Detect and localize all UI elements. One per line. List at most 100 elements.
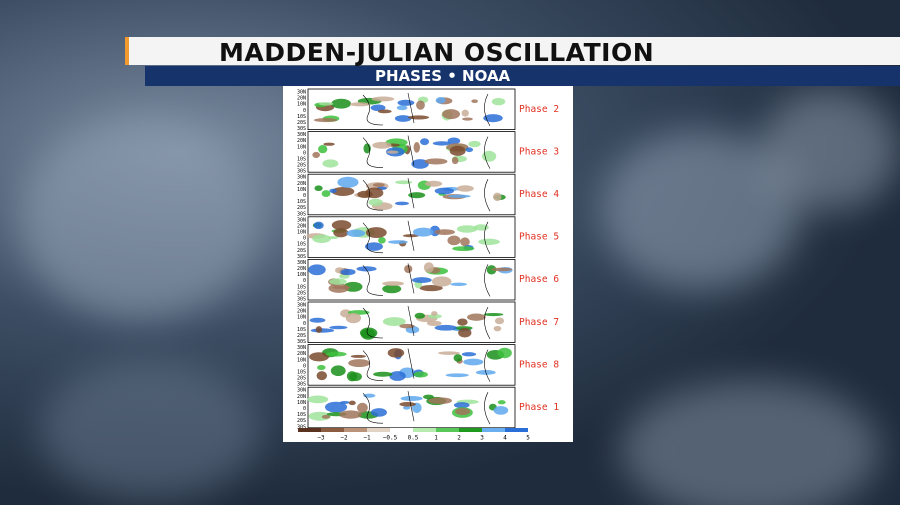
phase-label: Phase 1 [519, 402, 559, 413]
latitude-label: 20N [297, 351, 306, 357]
latitude-label: 30N [297, 388, 306, 394]
anomaly-blob [449, 145, 466, 156]
anomaly-blob [493, 325, 502, 332]
latitude-label: 0 [303, 236, 306, 242]
anomaly-blob [321, 414, 331, 419]
anomaly-blob [346, 229, 366, 238]
anomaly-blob [420, 138, 430, 146]
anomaly-blob [419, 284, 443, 292]
anomaly-blob [395, 180, 413, 185]
subtitle: PHASES • NOAA [375, 67, 511, 85]
phase-label: Phase 4 [519, 189, 559, 200]
anomaly-blob [318, 145, 328, 154]
anomaly-blob [456, 225, 478, 233]
latitude-label: 20S [297, 120, 306, 126]
title-bar: MADDEN-JULIAN OSCILLATION [125, 37, 900, 67]
anomaly-blob [399, 323, 415, 329]
coastline [362, 391, 491, 425]
anomaly-blob [357, 190, 373, 199]
cloud [20, 120, 260, 320]
anomaly-blob [309, 352, 329, 362]
anomaly-blob [453, 402, 470, 409]
colorbar-label: −2 [340, 435, 348, 442]
anomaly-blob [483, 312, 504, 317]
anomaly-blob [331, 98, 352, 109]
anomaly-blob [461, 109, 469, 117]
anomaly-blob [333, 228, 349, 238]
colorbar-swatch [436, 428, 459, 432]
anomaly-blob [413, 142, 420, 153]
latitude-label: 10S [297, 327, 306, 333]
anomaly-blob [307, 395, 329, 404]
cloud [600, 130, 800, 290]
anomaly-blob [377, 109, 392, 114]
latitude-label: 10S [297, 412, 306, 418]
latitude-label: 30N [297, 303, 306, 309]
anomaly-blob [313, 221, 324, 230]
latitude-label: 30S [297, 382, 306, 388]
anomaly-blob [329, 325, 348, 330]
anomaly-blob [461, 352, 477, 357]
latitude-label: 10S [297, 242, 306, 248]
anomaly-blob [387, 348, 405, 358]
colorbar-swatch [298, 428, 321, 432]
anomaly-blob [329, 188, 337, 193]
anomaly-blob [428, 397, 453, 405]
anomaly-blob [497, 347, 512, 359]
latitude-label: 30N [297, 260, 306, 266]
anomaly-blob [450, 282, 468, 286]
latitude-label: 30N [297, 175, 306, 181]
anomaly-blob [309, 317, 326, 323]
anomaly-blob [435, 97, 446, 104]
latitude-label: 0 [303, 278, 306, 284]
latitude-label: 20N [297, 223, 306, 229]
colorbar-label: 2 [457, 435, 461, 442]
latitude-label: 20S [297, 418, 306, 424]
anomaly-blob [356, 266, 377, 272]
anomaly-blob [324, 401, 348, 413]
anomaly-blob [451, 156, 459, 165]
anomaly-blob [494, 317, 505, 325]
anomaly-blob [339, 410, 362, 419]
anomaly-blob [448, 194, 471, 198]
anomaly-blob [416, 100, 425, 110]
colorbar-label: 5 [526, 435, 530, 442]
coastline [362, 348, 491, 382]
anomaly-blob [453, 354, 463, 362]
anomaly-blob [331, 186, 355, 197]
latitude-label: 10S [297, 157, 306, 163]
anomaly-blob [349, 102, 371, 107]
latitude-label: 30N [297, 90, 306, 96]
anomaly-blob [403, 405, 411, 410]
anomaly-blob [322, 159, 339, 168]
anomaly-blob [411, 277, 432, 283]
anomaly-blob [389, 371, 406, 381]
anomaly-blob [432, 141, 451, 146]
latitude-label: 30S [297, 424, 306, 430]
phase-label: Phase 2 [519, 104, 559, 115]
anomaly-blob [330, 365, 346, 377]
phase-label: Phase 5 [519, 232, 559, 243]
subtitle-bar: PHASES • NOAA [145, 66, 900, 86]
colorbar-swatch [344, 428, 367, 432]
colorbar-swatch [367, 428, 390, 432]
anomaly-blob [318, 102, 334, 106]
anomaly-blob [378, 237, 386, 244]
latitude-label: 10N [297, 144, 306, 150]
anomaly-blob [312, 234, 331, 243]
anomaly-blob [313, 118, 338, 123]
anomaly-blob [438, 351, 460, 355]
latitude-label: 20N [297, 96, 306, 102]
colorbar-label: −3 [317, 435, 325, 442]
colorbar-label: −1 [363, 435, 371, 442]
colorbar-label: 3 [480, 435, 484, 442]
anomaly-blob [452, 246, 475, 252]
anomaly-blob [345, 313, 362, 324]
latitude-label: 10N [297, 272, 306, 278]
latitude-label: 10S [297, 284, 306, 290]
coastline [362, 263, 491, 297]
latitude-label: 0 [303, 321, 306, 327]
anomaly-blob [396, 105, 408, 111]
anomaly-blob [434, 229, 455, 235]
